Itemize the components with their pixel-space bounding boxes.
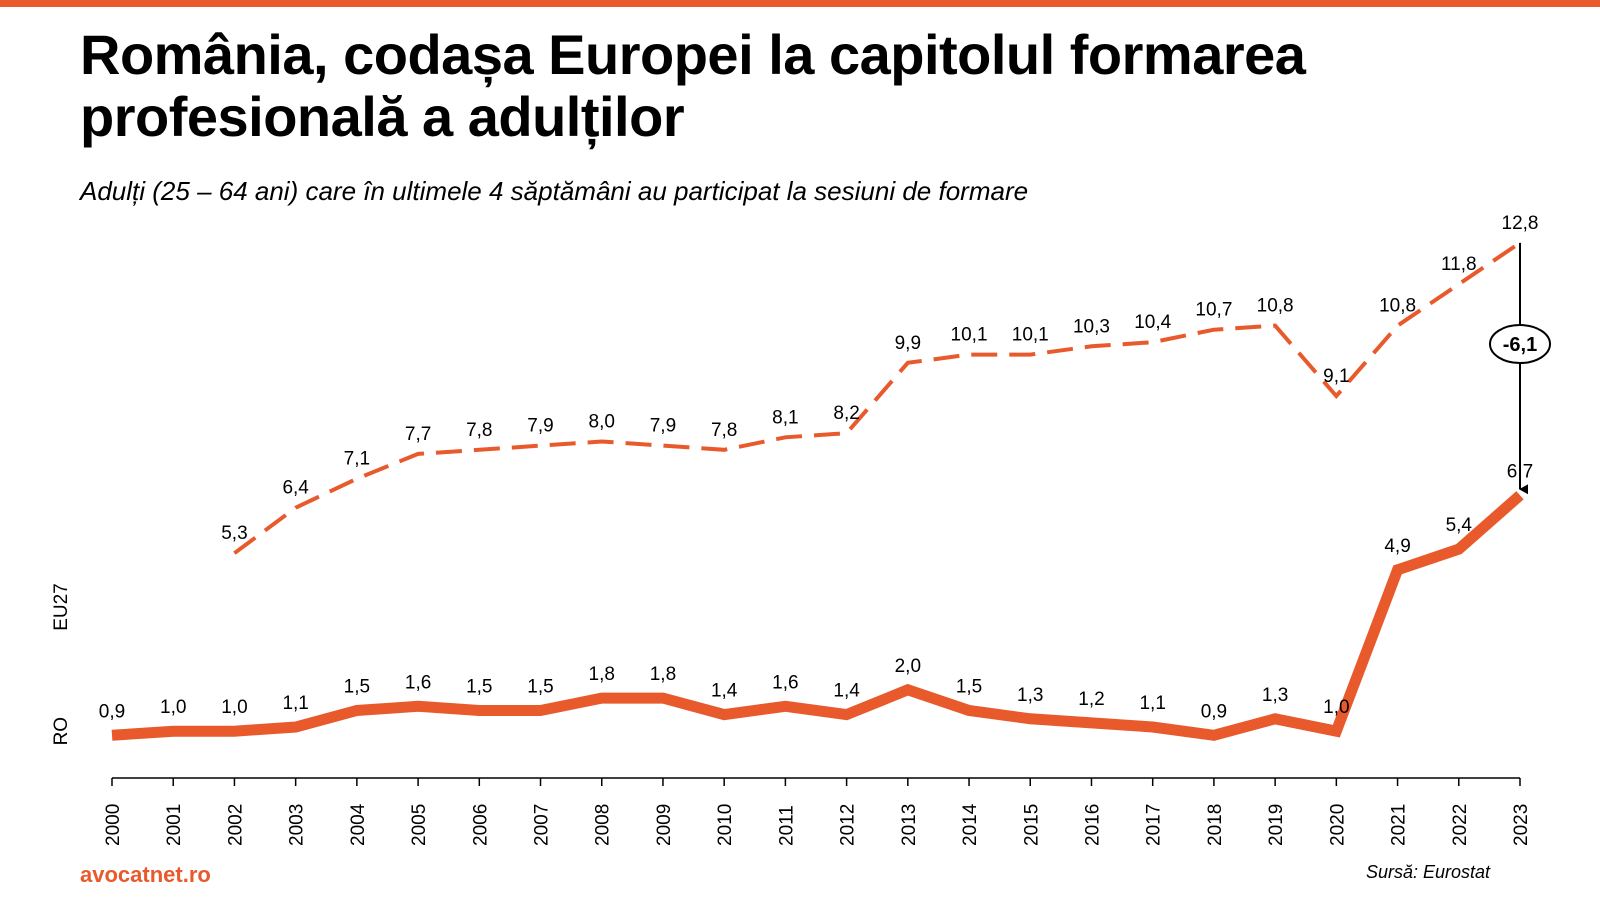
data-label-ro-2020: 1,0 (1323, 697, 1349, 718)
data-label-ro-2022: 5,4 (1446, 515, 1473, 536)
data-label-ro-2011: 1,6 (772, 672, 798, 693)
data-label-ro-2018: 0,9 (1201, 701, 1227, 722)
data-label-ro-2016: 1,2 (1078, 689, 1104, 710)
chart-title: România, codașa Europei la capitolul for… (80, 23, 1306, 148)
data-label-ro-2005: 1,6 (405, 672, 431, 693)
series-name-eu27: EU27 (51, 583, 72, 631)
data-label-ro-2008: 1,8 (589, 664, 615, 685)
x-tick-label-2010: 2010 (715, 804, 736, 846)
data-label-eu27-2002: 5,3 (221, 523, 247, 544)
top-accent-bar (0, 0, 1600, 7)
x-tick-label-2008: 2008 (593, 804, 614, 846)
chart-subtitle: Adulți (25 – 64 ani) care în ultimele 4 … (80, 176, 1029, 206)
data-label-eu27-2021: 10,8 (1379, 296, 1416, 317)
x-tick-label-2009: 2009 (654, 804, 675, 846)
x-tick-label-2006: 2006 (470, 804, 491, 846)
difference-badge (1489, 324, 1551, 365)
data-label-ro-2001: 1,0 (160, 697, 186, 718)
data-label-ro-2003: 1,1 (282, 693, 308, 714)
x-tick-label-2011: 2011 (776, 805, 797, 846)
data-label-ro-2017: 1,1 (1139, 693, 1165, 714)
data-label-ro-2004: 1,5 (344, 676, 370, 697)
x-tick-label-2001: 2001 (164, 804, 185, 846)
data-label-ro-2006: 1,5 (466, 676, 492, 697)
data-label-eu27-2012: 8,2 (833, 403, 859, 424)
x-tick-label-2021: 2021 (1389, 804, 1410, 846)
difference-label: -6,1 (1503, 334, 1537, 356)
data-label-eu27-2023: 12,8 (1502, 213, 1539, 234)
data-label-eu27-2006: 7,8 (466, 420, 492, 441)
x-tick-label-2022: 2022 (1450, 804, 1471, 846)
series-line-eu27 (233, 241, 1522, 555)
data-label-eu27-2009: 7,9 (650, 416, 676, 437)
x-tick-label-2016: 2016 (1082, 804, 1103, 846)
x-tick-label-2017: 2017 (1144, 804, 1165, 846)
x-tick-label-2002: 2002 (225, 804, 246, 846)
x-tick-label-2014: 2014 (960, 803, 981, 846)
data-label-eu27-2010: 7,8 (711, 420, 737, 441)
data-label-ro-2021: 4,9 (1384, 536, 1410, 557)
data-label-ro-2000: 0,9 (99, 701, 125, 722)
data-label-ro-2014: 1,5 (956, 676, 982, 697)
data-label-eu27-2016: 10,3 (1073, 316, 1110, 337)
data-label-eu27-2011: 8,1 (772, 407, 798, 428)
data-label-eu27-2005: 7,7 (405, 424, 431, 445)
x-tick-label-2020: 2020 (1327, 804, 1348, 846)
data-label-ro-2010: 1,4 (711, 681, 738, 702)
data-label-eu27-2007: 7,9 (527, 416, 553, 437)
data-label-eu27-2004: 7,1 (344, 449, 370, 470)
x-tick-label-2003: 2003 (287, 804, 308, 846)
data-label-ro-2007: 1,5 (527, 676, 553, 697)
data-label-eu27-2020: 9,1 (1323, 366, 1349, 387)
data-label-eu27-2008: 8,0 (589, 411, 615, 432)
data-label-eu27-2017: 10,4 (1134, 312, 1171, 333)
data-label-ro-2009: 1,8 (650, 664, 676, 685)
data-label-eu27-2018: 10,7 (1195, 300, 1232, 321)
data-label-eu27-2013: 9,9 (895, 333, 921, 354)
data-label-eu27-2014: 10,1 (951, 325, 988, 346)
x-tick-label-2023: 2023 (1511, 804, 1532, 846)
source-note: Sursă: Eurostat (1365, 862, 1490, 882)
data-label-eu27-2003: 6,4 (282, 478, 309, 499)
data-label-ro-2013: 2,0 (895, 656, 921, 677)
data-label-eu27-2019: 10,8 (1257, 296, 1294, 317)
x-tick-label-2019: 2019 (1266, 804, 1287, 846)
series-name-ro: RO (51, 717, 72, 746)
x-tick-label-2004: 2004 (348, 803, 369, 846)
line-chart: 2000 2001 2002 2003 2004 2005 2006 2007 2008 2009… (51, 213, 1551, 846)
data-label-eu27-2015: 10,1 (1012, 325, 1049, 346)
x-tick-label-2007: 2007 (532, 804, 553, 846)
data-label-ro-2012: 1,4 (833, 681, 860, 702)
x-tick-label-2012: 2012 (838, 804, 859, 846)
series-line-ro (111, 491, 1524, 741)
x-tick-label-2018: 2018 (1205, 804, 1226, 846)
data-label-ro-2015: 1,3 (1017, 685, 1043, 706)
x-tick-label-2005: 2005 (409, 804, 430, 846)
x-tick-label-2015: 2015 (1021, 804, 1042, 846)
data-label-eu27-2022: 11,8 (1441, 254, 1477, 275)
data-label-ro-2019: 1,3 (1262, 685, 1288, 706)
x-tick-label-2013: 2013 (899, 804, 920, 846)
x-tick-label-2000: 2000 (103, 804, 124, 846)
brand-logo-text: avocatnet.ro (80, 862, 211, 887)
data-label-ro-2002: 1,0 (221, 697, 247, 718)
